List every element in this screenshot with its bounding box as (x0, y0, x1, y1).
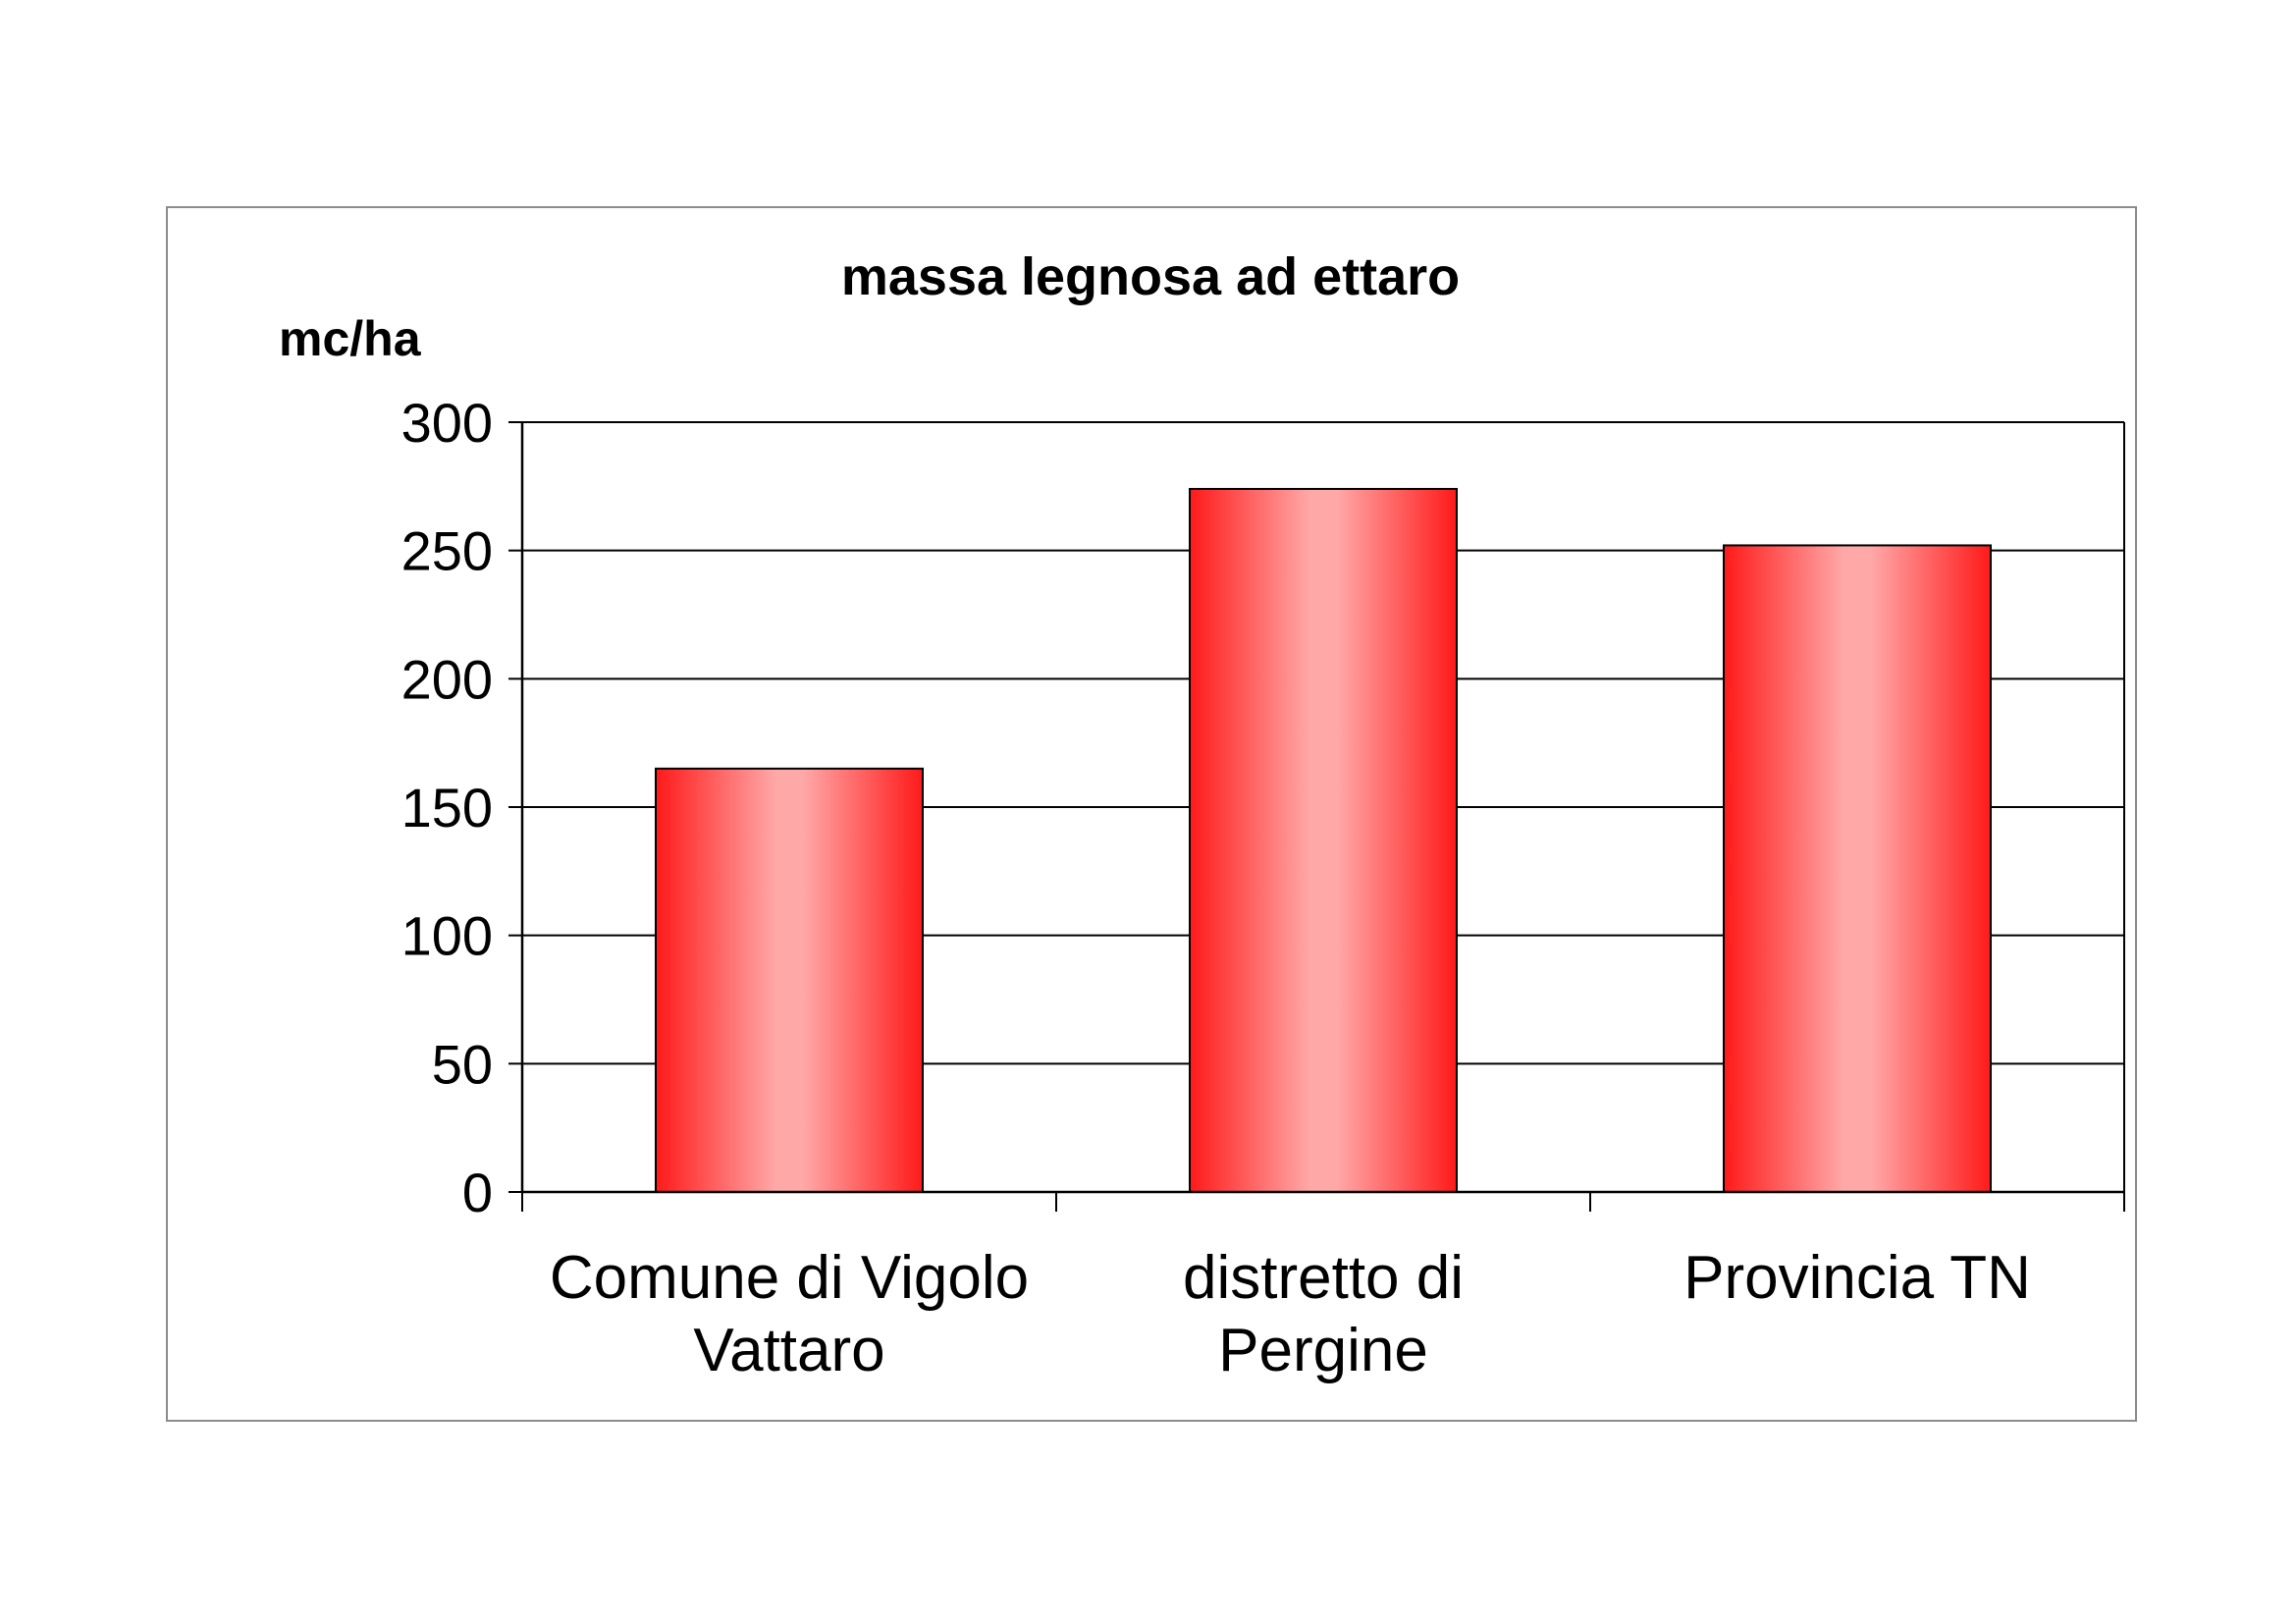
y-tick-label: 150 (401, 777, 493, 839)
y-tick-label: 200 (401, 648, 493, 710)
x-category-label: distretto di Pergine (1183, 1244, 1464, 1384)
x-category-label-line: distretto di (1183, 1244, 1464, 1312)
x-category-label-line: Provincia TN (1683, 1244, 2031, 1312)
y-tick-label: 300 (401, 392, 493, 454)
y-tick-labels: 0 50 100 150 200 250 300 (401, 392, 493, 1223)
x-category-label-line: Comune di Vigolo (550, 1244, 1029, 1312)
y-tick-label: 250 (401, 520, 493, 582)
axes (508, 421, 2125, 1212)
y-tick-label: 0 (462, 1162, 493, 1223)
x-category-label: Provincia TN (1683, 1244, 2031, 1312)
y-tick-label: 50 (432, 1033, 493, 1095)
x-category-label-line: Vattaro (693, 1317, 884, 1384)
bar (1189, 487, 1458, 1193)
x-category-labels: Comune di Vigolo Vattaro distretto di Pergi… (550, 1244, 2031, 1384)
chart-title: massa legnosa ad ettaro (841, 247, 1460, 306)
bar (1723, 544, 1992, 1193)
x-category-label-line: Pergine (1218, 1317, 1428, 1384)
y-axis-unit-label: mc/ha (279, 311, 422, 366)
bar (655, 767, 924, 1193)
x-category-label: Comune di Vigolo Vattaro (550, 1244, 1029, 1384)
y-tick-label: 100 (401, 905, 493, 967)
bars (655, 487, 1992, 1193)
